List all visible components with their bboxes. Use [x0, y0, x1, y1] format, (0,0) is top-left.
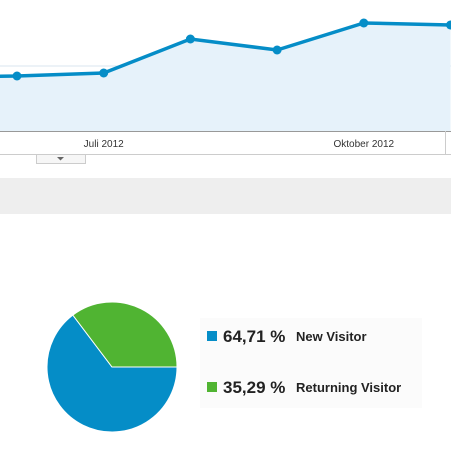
- legend-panel: [200, 318, 422, 408]
- legend-value: 64,71 %: [223, 327, 285, 346]
- area: [0, 23, 451, 131]
- point: [272, 45, 282, 55]
- legend-swatch: [207, 331, 217, 341]
- legend-label: Returning Visitor: [296, 380, 401, 395]
- dropdown-arrow: [57, 157, 64, 161]
- pie-slice: [46, 314, 178, 433]
- separator-band: [0, 178, 451, 214]
- point: [446, 20, 451, 30]
- legend-value: 35,29 %: [223, 378, 285, 397]
- pie-slice: [72, 301, 178, 368]
- x-tick-label: Juli 2012: [84, 139, 124, 150]
- point: [185, 34, 195, 44]
- x-tick-label: Oktober 2012: [333, 139, 394, 150]
- point: [99, 68, 109, 78]
- legend-swatch: [207, 382, 217, 392]
- point: [12, 71, 22, 81]
- point: [359, 18, 369, 28]
- legend-label: New Visitor: [296, 329, 367, 344]
